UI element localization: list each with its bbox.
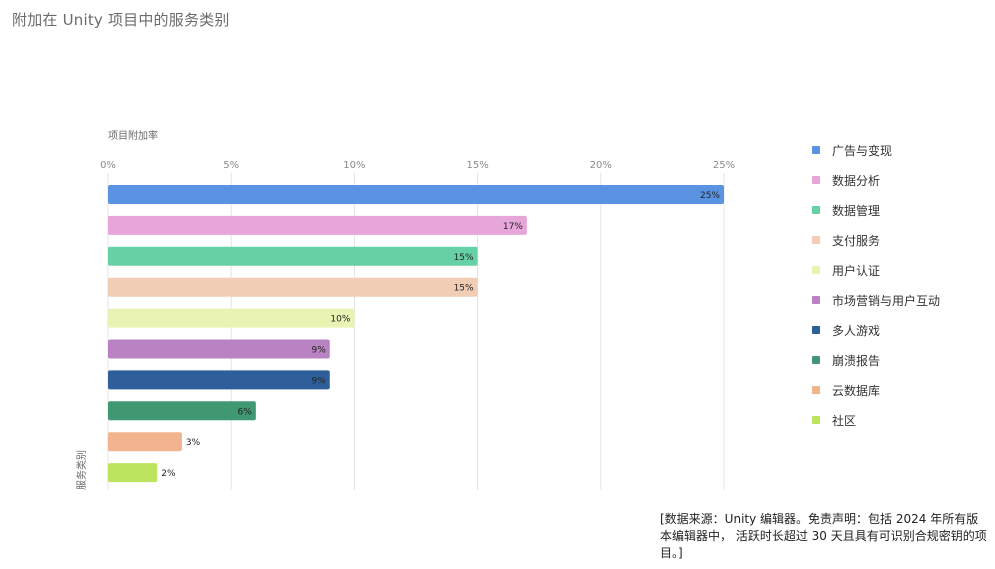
x-tick-label: 15% [466, 160, 488, 171]
bar-data-label: 17% [503, 222, 523, 232]
bar-4 [108, 277, 478, 297]
x-tick-label: 10% [343, 160, 365, 171]
legend-label: 数据管理 [832, 203, 881, 218]
legend-swatch [812, 356, 820, 364]
legend-swatch [812, 266, 820, 274]
legend-item: 崩溃报告 [812, 345, 940, 375]
bar-5 [108, 308, 355, 328]
bar-6 [108, 339, 330, 359]
x-tick-label: 0% [100, 160, 116, 171]
legend-label: 云数据库 [832, 383, 881, 398]
bar-8 [108, 401, 256, 421]
legend-label: 广告与变现 [832, 143, 893, 158]
bar-data-label: 25% [700, 191, 720, 201]
legend-label: 崩溃报告 [832, 353, 881, 368]
x-tick-label: 25% [713, 160, 735, 171]
legend-label: 市场营销与用户互动 [832, 293, 941, 308]
legend-item: 用户认证 [812, 255, 940, 285]
bar-data-label: 10% [330, 315, 350, 325]
legend-item: 广告与变现 [812, 135, 940, 165]
legend-swatch [812, 416, 820, 424]
legend-swatch [812, 176, 820, 184]
legend-label: 用户认证 [832, 263, 881, 278]
legend-label: 支付服务 [832, 233, 881, 248]
x-tick-label: 20% [590, 160, 612, 171]
legend-item: 数据分析 [812, 165, 940, 195]
legend-item: 多人游戏 [812, 315, 940, 345]
legend-swatch [812, 206, 820, 214]
footnote: [数据来源：Unity 编辑器。免责声明：包括 2024 年所有版本编辑器中， … [660, 512, 987, 560]
legend-swatch [812, 386, 820, 394]
bar-data-label: 2% [161, 469, 176, 479]
bar-data-label: 15% [454, 253, 474, 263]
bar-data-label: 3% [186, 438, 201, 448]
legend-item: 支付服务 [812, 225, 940, 255]
x-axis-label: 项目附加率 [108, 129, 158, 142]
x-tick-label: 5% [223, 160, 239, 171]
legend-swatch [812, 326, 820, 334]
bar-10 [108, 463, 158, 483]
legend-item: 市场营销与用户互动 [812, 285, 940, 315]
bar-9 [108, 432, 182, 452]
bar-data-label: 6% [238, 407, 253, 417]
bar-7 [108, 370, 330, 390]
bar-1 [108, 185, 724, 204]
legend-label: 社区 [832, 413, 857, 428]
legend-swatch [812, 146, 820, 154]
legend-item: 数据管理 [812, 195, 940, 225]
legend-label: 数据分析 [832, 173, 881, 188]
legend-item: 云数据库 [812, 375, 940, 405]
bar-data-label: 9% [311, 376, 326, 386]
legend-item: 社区 [812, 405, 940, 435]
y-axis-label: 服务类别 [75, 450, 88, 490]
bar-data-label: 15% [454, 284, 474, 294]
legend: 广告与变现数据分析数据管理支付服务用户认证市场营销与用户互动 多人游戏崩溃报告云数… [812, 135, 940, 435]
legend-swatch [812, 236, 820, 244]
bar-2 [108, 215, 527, 235]
chart-title: 附加在 Unity 项目中的服务类别 [12, 11, 230, 29]
bar-data-label: 9% [311, 346, 326, 356]
legend-swatch [812, 296, 820, 304]
bar-3 [108, 246, 478, 266]
legend-label: 多人游戏 [832, 323, 881, 338]
